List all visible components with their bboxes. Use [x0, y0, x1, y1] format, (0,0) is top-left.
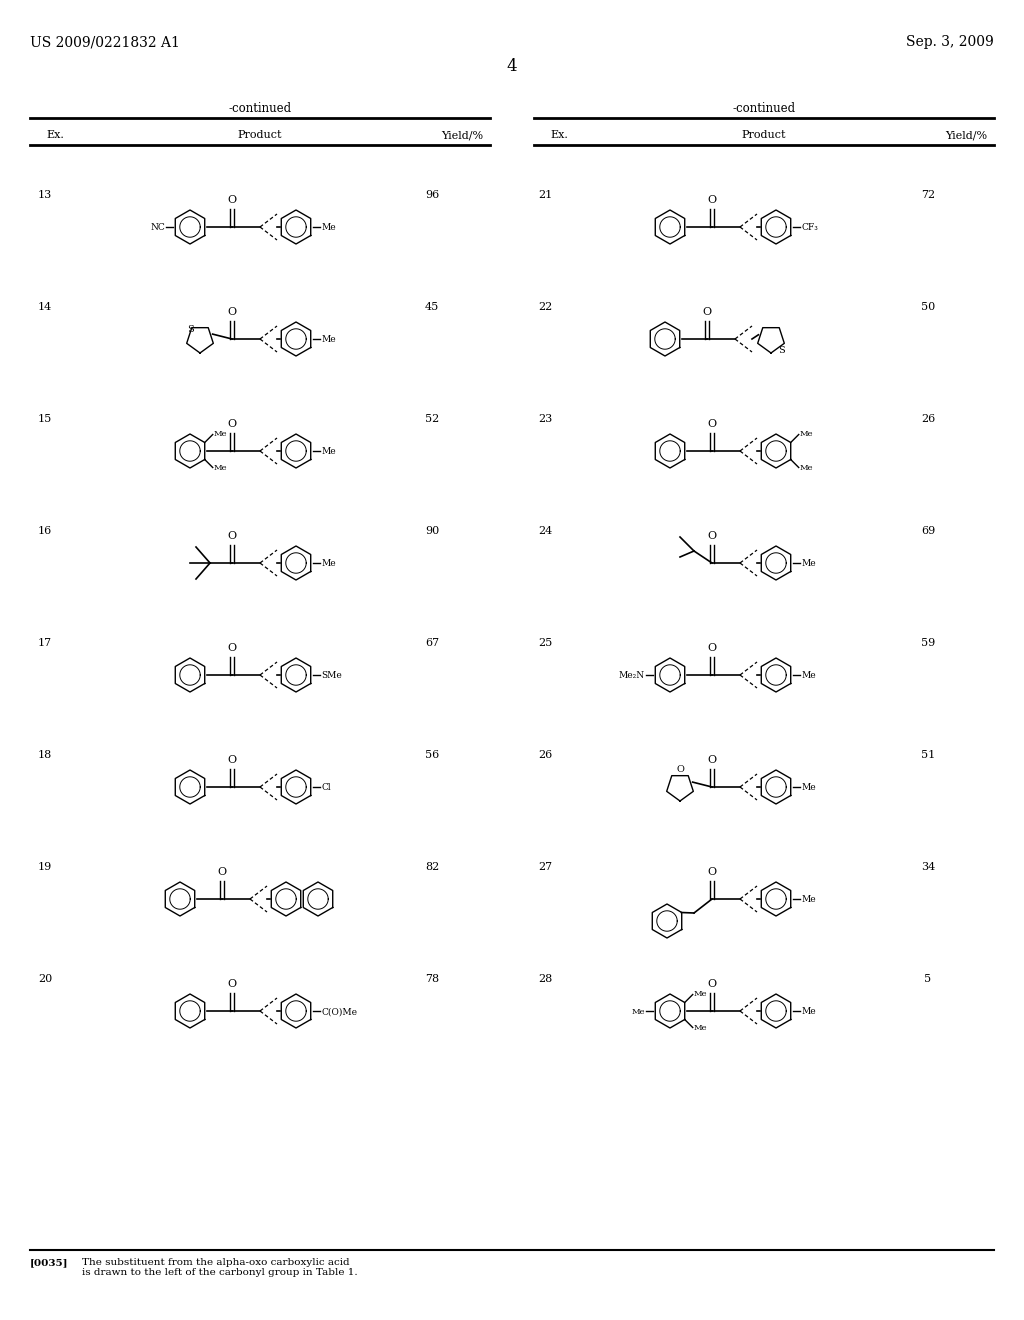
Text: 18: 18 [38, 750, 52, 760]
Text: O: O [227, 308, 237, 317]
Text: O: O [227, 195, 237, 205]
Text: 67: 67 [425, 638, 439, 648]
Text: 17: 17 [38, 638, 52, 648]
Text: SMe: SMe [321, 672, 342, 681]
Text: O: O [227, 418, 237, 429]
Text: 52: 52 [425, 414, 439, 424]
Text: O: O [227, 531, 237, 541]
Text: 96: 96 [425, 190, 439, 201]
Text: Me: Me [321, 223, 336, 232]
Text: Me: Me [801, 1007, 816, 1016]
Text: Me₂N: Me₂N [618, 672, 645, 681]
Text: 13: 13 [38, 190, 52, 201]
Text: O: O [708, 531, 717, 541]
Text: Sep. 3, 2009: Sep. 3, 2009 [906, 36, 994, 49]
Text: 5: 5 [925, 974, 932, 983]
Text: 26: 26 [538, 750, 552, 760]
Text: The substituent from the alpha-oxo carboxylic acid
is drawn to the left of the c: The substituent from the alpha-oxo carbo… [82, 1258, 357, 1278]
Text: O: O [227, 979, 237, 989]
Text: 25: 25 [538, 638, 552, 648]
Text: Ex.: Ex. [550, 129, 568, 140]
Text: Me: Me [214, 465, 227, 473]
Text: Me: Me [321, 560, 336, 569]
Text: 28: 28 [538, 974, 552, 983]
Text: Me: Me [801, 560, 816, 569]
Text: Me: Me [214, 429, 227, 437]
Text: C(O)Me: C(O)Me [321, 1007, 357, 1016]
Text: 45: 45 [425, 302, 439, 312]
Text: CF₃: CF₃ [801, 223, 818, 232]
Text: Me: Me [801, 672, 816, 681]
Text: 20: 20 [38, 974, 52, 983]
Text: 21: 21 [538, 190, 552, 201]
Text: 59: 59 [921, 638, 935, 648]
Text: Product: Product [238, 129, 283, 140]
Text: Me: Me [801, 784, 816, 792]
Text: 82: 82 [425, 862, 439, 873]
Text: 51: 51 [921, 750, 935, 760]
Text: 4: 4 [507, 58, 517, 75]
Text: Cl: Cl [321, 784, 331, 792]
Text: 24: 24 [538, 525, 552, 536]
Text: O: O [227, 643, 237, 653]
Text: Me: Me [321, 447, 336, 457]
Text: Me: Me [800, 465, 813, 473]
Text: US 2009/0221832 A1: US 2009/0221832 A1 [30, 36, 180, 49]
Text: 90: 90 [425, 525, 439, 536]
Text: O: O [676, 764, 684, 774]
Text: 78: 78 [425, 974, 439, 983]
Text: O: O [708, 979, 717, 989]
Text: S: S [778, 346, 784, 355]
Text: Me: Me [693, 1024, 708, 1032]
Text: Product: Product [741, 129, 786, 140]
Text: Yield/%: Yield/% [441, 129, 483, 140]
Text: 50: 50 [921, 302, 935, 312]
Text: -continued: -continued [228, 102, 292, 115]
Text: -continued: -continued [732, 102, 796, 115]
Text: Ex.: Ex. [46, 129, 63, 140]
Text: 27: 27 [538, 862, 552, 873]
Text: 14: 14 [38, 302, 52, 312]
Text: O: O [708, 755, 717, 766]
Text: O: O [708, 418, 717, 429]
Text: Me: Me [800, 429, 813, 437]
Text: O: O [708, 867, 717, 876]
Text: O: O [702, 308, 712, 317]
Text: Me: Me [693, 990, 708, 998]
Text: 56: 56 [425, 750, 439, 760]
Text: 22: 22 [538, 302, 552, 312]
Text: O: O [227, 755, 237, 766]
Text: O: O [708, 195, 717, 205]
Text: Yield/%: Yield/% [945, 129, 987, 140]
Text: NC: NC [151, 223, 165, 232]
Text: 72: 72 [921, 190, 935, 201]
Text: 19: 19 [38, 862, 52, 873]
Text: O: O [708, 643, 717, 653]
Text: 16: 16 [38, 525, 52, 536]
Text: 23: 23 [538, 414, 552, 424]
Text: 69: 69 [921, 525, 935, 536]
Text: 34: 34 [921, 862, 935, 873]
Text: [0035]: [0035] [30, 1258, 69, 1267]
Text: O: O [217, 867, 226, 876]
Text: Me: Me [801, 895, 816, 904]
Text: Me: Me [321, 335, 336, 345]
Text: 15: 15 [38, 414, 52, 424]
Text: 26: 26 [921, 414, 935, 424]
Text: S: S [186, 325, 194, 334]
Text: Me: Me [632, 1008, 645, 1016]
